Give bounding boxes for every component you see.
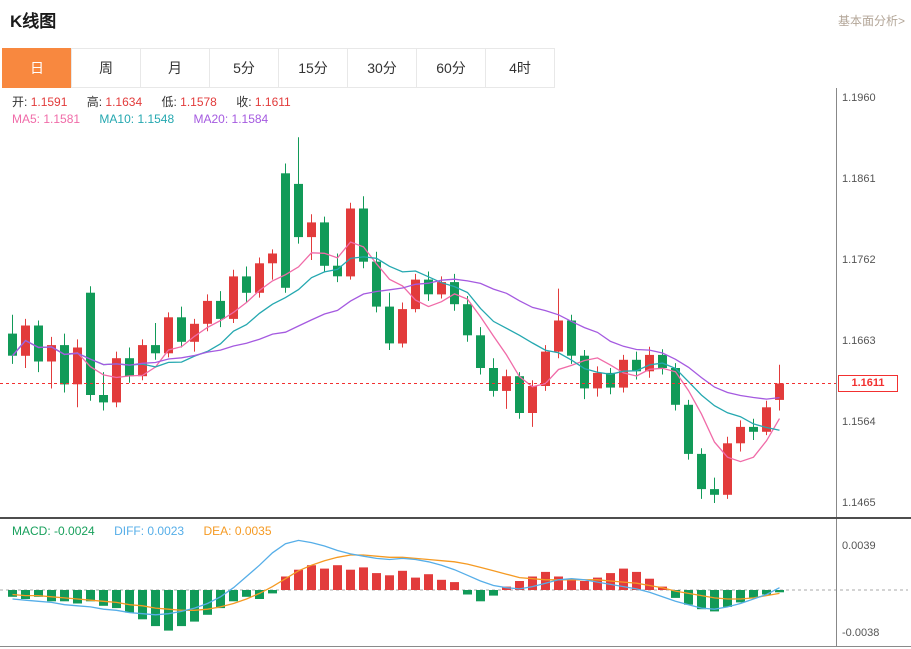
- tab-30分[interactable]: 30分: [347, 48, 417, 88]
- ohlc-high: 高: 1.1634: [86, 95, 143, 109]
- price-axis-label: 1.1762: [842, 254, 876, 266]
- ma5-legend: MA5: 1.1581: [12, 112, 81, 126]
- panel-divider: [0, 517, 911, 519]
- tab-60分[interactable]: 60分: [416, 48, 486, 88]
- price-axis-label: 1.1564: [842, 416, 876, 428]
- chart-bottom-border: [0, 646, 911, 647]
- ohlc-open: 开: 1.1591: [12, 95, 68, 109]
- macd-axis-label: -0.0038: [842, 627, 880, 639]
- dea-value-legend: DEA: 0.0035: [203, 524, 272, 538]
- ohlc-low: 低: 1.1578: [161, 95, 217, 109]
- fundamental-analysis-link[interactable]: 基本面分析>: [837, 14, 905, 28]
- ohlc-legend: 开: 1.1591 高: 1.1634 低: 1.1578 收: 1.1611: [12, 93, 307, 110]
- tab-4时[interactable]: 4时: [485, 48, 555, 88]
- price-axis-label: 1.1663: [842, 335, 876, 347]
- macd-canvas: [0, 519, 908, 646]
- tab-周[interactable]: 周: [71, 48, 141, 88]
- ohlc-close: 收: 1.1611: [236, 95, 291, 109]
- price-axis-label: 1.1960: [842, 92, 876, 104]
- ma-legend: MA5: 1.1581 MA10: 1.1548 MA20: 1.1584: [12, 112, 284, 126]
- macd-axis-label: 0.0039: [842, 540, 876, 552]
- timeframe-tabs: 日周月 5分 15分 30分 60分 4时: [2, 48, 555, 88]
- ma10-legend: MA10: 1.1548: [99, 112, 175, 126]
- diff-value-legend: DIFF: 0.0023: [114, 524, 185, 538]
- price-axis-label: 1.1465: [842, 497, 876, 509]
- last-price-tag: 1.1611: [838, 375, 898, 392]
- candlestick-canvas: [0, 88, 837, 518]
- tab-月[interactable]: 月: [140, 48, 210, 88]
- tab-日[interactable]: 日: [2, 48, 72, 88]
- tab-15分[interactable]: 15分: [278, 48, 348, 88]
- macd-legend: MACD: -0.0024 DIFF: 0.0023 DEA: 0.0035: [12, 524, 288, 538]
- page-title: K线图: [10, 12, 57, 31]
- macd-value-legend: MACD: -0.0024: [12, 524, 95, 538]
- price-axis-label: 1.1861: [842, 173, 876, 185]
- tab-5分[interactable]: 5分: [209, 48, 279, 88]
- ma20-legend: MA20: 1.1584: [193, 112, 269, 126]
